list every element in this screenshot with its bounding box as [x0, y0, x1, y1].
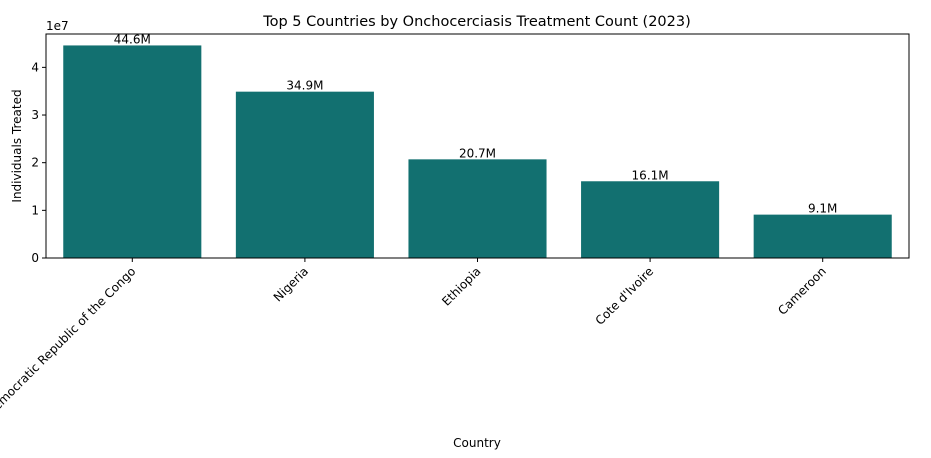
data-label-3: 16.1M: [632, 168, 669, 182]
x-tick-label-0: Democratic Republic of the Congo: [0, 264, 138, 419]
bars-layer: 44.6M 34.9M 20.7M 16.1M 9.1M: [63, 32, 892, 259]
y-tick-label-1: 1: [31, 203, 39, 217]
data-label-1: 34.9M: [286, 79, 323, 93]
x-tick-label-2: Ethiopia: [439, 264, 483, 308]
y-offset-label: 1e7: [46, 19, 69, 33]
x-tick-label-4: Cameroon: [775, 264, 829, 318]
y-axis-label: Individuals Treated: [10, 89, 24, 202]
y-tick-label-4: 4: [31, 60, 39, 74]
y-tick-label-2: 2: [31, 156, 39, 170]
x-axis-label: Country: [453, 436, 501, 450]
plot-frame: [45, 33, 910, 259]
bar-4: [753, 214, 892, 258]
chart-title: Top 5 Countries by Onchocerciasis Treatm…: [262, 14, 691, 30]
bar-0: [63, 45, 202, 259]
data-label-2: 20.7M: [459, 146, 496, 160]
bar-3: [581, 181, 720, 258]
data-label-0: 44.6M: [114, 32, 151, 46]
y-tick-label-3: 3: [31, 108, 39, 122]
x-tick-label-3: Cote d'Ivoire: [593, 264, 657, 328]
data-label-4: 9.1M: [808, 202, 837, 216]
x-tick-label-1: Nigeria: [271, 264, 311, 304]
bar-2: [408, 159, 547, 258]
y-tick-label-0: 0: [31, 251, 39, 265]
bar-1: [235, 91, 374, 258]
